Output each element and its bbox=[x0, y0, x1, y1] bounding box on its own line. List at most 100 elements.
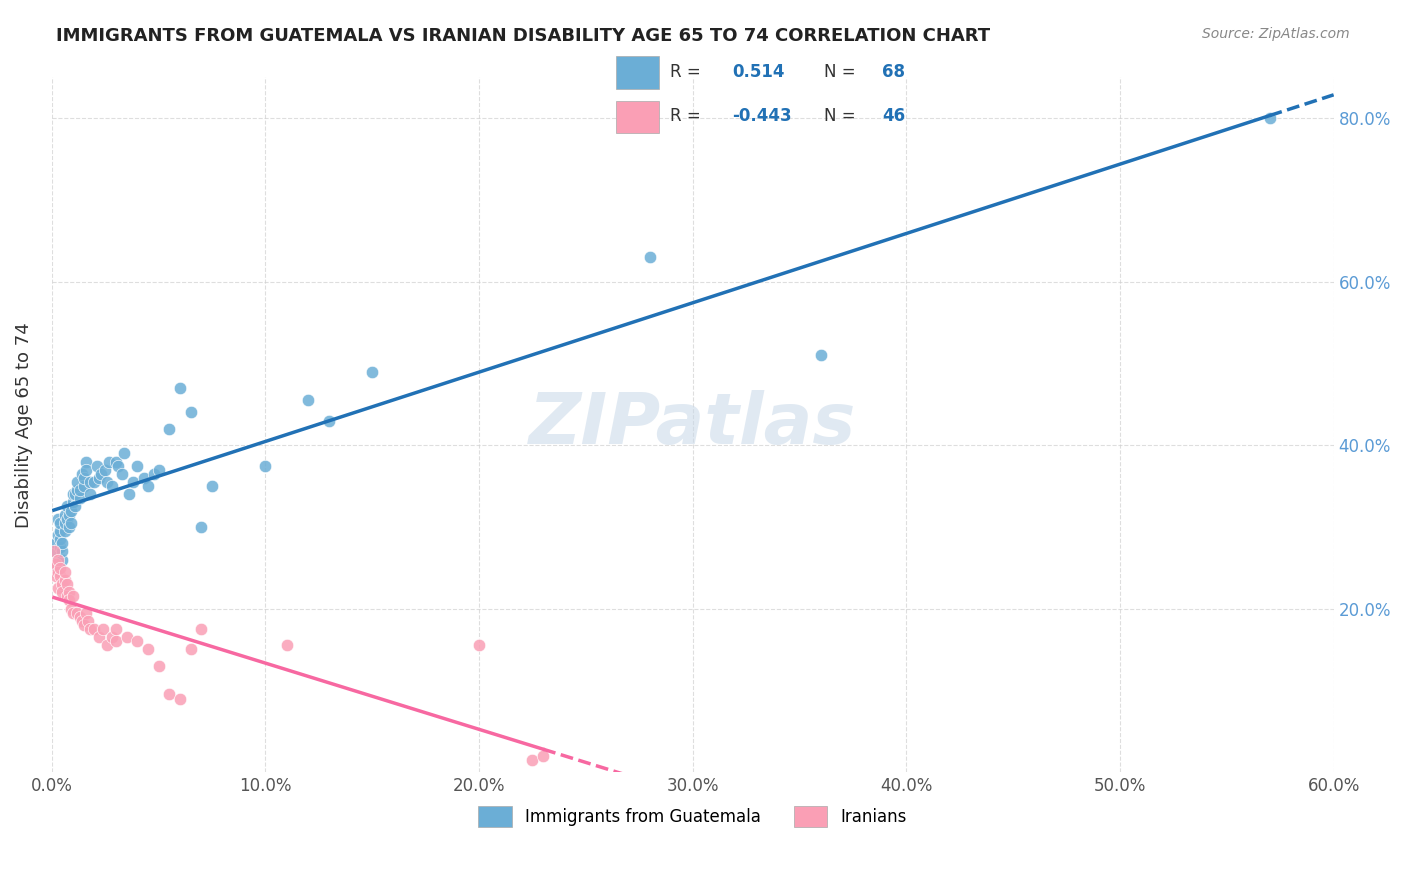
Text: R =: R = bbox=[671, 107, 706, 125]
Point bbox=[62, 606, 84, 620]
Point bbox=[104, 622, 127, 636]
Point bbox=[51, 536, 73, 550]
Point bbox=[62, 495, 84, 509]
Point bbox=[53, 573, 76, 587]
Point bbox=[100, 630, 122, 644]
Point bbox=[87, 471, 110, 485]
Point bbox=[58, 593, 80, 607]
Point bbox=[58, 520, 80, 534]
Point bbox=[1258, 112, 1281, 126]
Point bbox=[42, 544, 65, 558]
Point bbox=[96, 475, 118, 489]
Point bbox=[46, 565, 69, 579]
Point bbox=[51, 552, 73, 566]
Point bbox=[42, 544, 65, 558]
Point bbox=[49, 532, 72, 546]
Point bbox=[107, 458, 129, 473]
Point bbox=[180, 405, 202, 419]
Point bbox=[49, 560, 72, 574]
Point bbox=[127, 634, 149, 648]
Point bbox=[468, 639, 491, 653]
Point bbox=[96, 639, 118, 653]
Point bbox=[132, 471, 155, 485]
Point bbox=[51, 585, 73, 599]
Point bbox=[73, 471, 96, 485]
Point bbox=[98, 454, 121, 468]
Point bbox=[51, 544, 73, 558]
Point bbox=[169, 691, 191, 706]
Point bbox=[45, 569, 67, 583]
Point bbox=[46, 512, 69, 526]
Point bbox=[83, 475, 105, 489]
Point bbox=[53, 508, 76, 522]
Point bbox=[531, 748, 554, 763]
Point bbox=[127, 458, 149, 473]
Point bbox=[79, 622, 101, 636]
Point bbox=[45, 536, 67, 550]
Text: 68: 68 bbox=[883, 63, 905, 81]
Point bbox=[46, 528, 69, 542]
Point bbox=[143, 467, 166, 481]
Point bbox=[79, 487, 101, 501]
Point bbox=[86, 458, 108, 473]
Point bbox=[45, 560, 67, 574]
Point bbox=[157, 687, 180, 701]
Point bbox=[361, 365, 384, 379]
Point bbox=[91, 622, 114, 636]
Point bbox=[51, 577, 73, 591]
Point bbox=[122, 475, 145, 489]
Text: Source: ZipAtlas.com: Source: ZipAtlas.com bbox=[1202, 27, 1350, 41]
Point bbox=[49, 516, 72, 530]
Point bbox=[70, 467, 93, 481]
Point bbox=[55, 590, 77, 604]
Point bbox=[94, 463, 117, 477]
Point bbox=[118, 487, 141, 501]
Point bbox=[69, 483, 91, 497]
Point bbox=[83, 622, 105, 636]
Legend: Immigrants from Guatemala, Iranians: Immigrants from Guatemala, Iranians bbox=[471, 799, 914, 833]
Point bbox=[190, 622, 212, 636]
Point bbox=[45, 557, 67, 571]
Point bbox=[46, 552, 69, 566]
Point bbox=[58, 585, 80, 599]
Point bbox=[73, 618, 96, 632]
Text: 0.514: 0.514 bbox=[733, 63, 785, 81]
Point bbox=[169, 381, 191, 395]
Point bbox=[46, 581, 69, 595]
Point bbox=[42, 560, 65, 574]
Point bbox=[66, 483, 89, 497]
Y-axis label: Disability Age 65 to 74: Disability Age 65 to 74 bbox=[15, 322, 32, 528]
Point bbox=[69, 609, 91, 624]
Point bbox=[87, 630, 110, 644]
Point bbox=[148, 658, 170, 673]
Text: N =: N = bbox=[824, 63, 860, 81]
Text: IMMIGRANTS FROM GUATEMALA VS IRANIAN DISABILITY AGE 65 TO 74 CORRELATION CHART: IMMIGRANTS FROM GUATEMALA VS IRANIAN DIS… bbox=[56, 27, 990, 45]
Point bbox=[62, 590, 84, 604]
Text: 46: 46 bbox=[883, 107, 905, 125]
Point bbox=[104, 634, 127, 648]
Point bbox=[104, 454, 127, 468]
Point bbox=[55, 512, 77, 526]
Point bbox=[810, 348, 832, 362]
Point bbox=[62, 487, 84, 501]
Point bbox=[75, 606, 97, 620]
Point bbox=[55, 500, 77, 514]
Point bbox=[70, 614, 93, 628]
Text: ZIPatlas: ZIPatlas bbox=[529, 390, 856, 459]
Point bbox=[90, 467, 112, 481]
Text: -0.443: -0.443 bbox=[733, 107, 792, 125]
Point bbox=[59, 601, 82, 615]
Point bbox=[136, 642, 159, 657]
Point bbox=[65, 500, 87, 514]
Point bbox=[201, 479, 224, 493]
Point bbox=[46, 552, 69, 566]
Point bbox=[297, 393, 319, 408]
Point bbox=[254, 458, 277, 473]
Point bbox=[111, 467, 134, 481]
Point bbox=[59, 516, 82, 530]
Point bbox=[49, 541, 72, 555]
Point bbox=[65, 487, 87, 501]
Point bbox=[53, 524, 76, 538]
Point bbox=[53, 565, 76, 579]
Point bbox=[148, 463, 170, 477]
